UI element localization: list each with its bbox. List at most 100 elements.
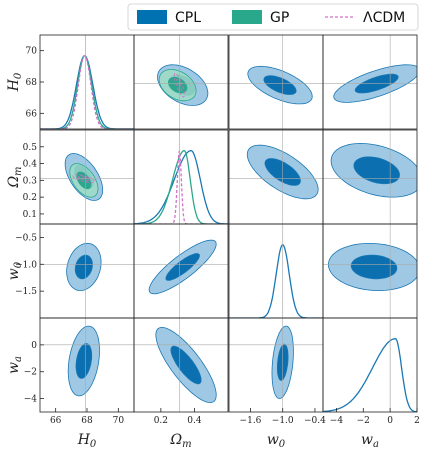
panel-content [323, 224, 417, 318]
axis-label-main: w [361, 432, 373, 448]
contour-cpl-1sigma [165, 253, 200, 281]
y-tick-label: −0.5 [15, 233, 37, 243]
marginal-curve-gp [134, 150, 228, 224]
marginal-curve-cpl [229, 244, 323, 318]
y-tick-label: 0.3 [23, 176, 38, 186]
panel-content [323, 35, 417, 129]
x-tick-label: −2 [357, 416, 370, 426]
contour-lcdm-2sigma [72, 174, 96, 184]
panel-content [134, 318, 228, 412]
panel-content [40, 35, 134, 129]
panel-wa-H0 [322, 34, 418, 130]
panel-content [134, 35, 228, 129]
panel-w0-w0 [228, 223, 324, 319]
marginal-curve-cpl [40, 54, 134, 129]
x-tick-label: 0.4 [187, 416, 202, 426]
panel-H0-Om: 0.1 0.2 0.3 0.4 0.5 [23, 129, 135, 225]
y-axis-label-Om: Ωm [6, 166, 24, 188]
contour-gp-1sigma [76, 171, 92, 190]
panel-content [323, 318, 417, 412]
panel-wa-w0 [322, 223, 418, 319]
panel-w0-wa: −1.6 −1.0 −0.4 [228, 317, 326, 426]
y-axis-label-wa: wa [6, 356, 24, 374]
contour-cpl-1sigma [350, 254, 398, 280]
axis-label-main: Ω [6, 176, 22, 189]
panel-content [323, 130, 417, 224]
legend-swatch [232, 10, 262, 24]
x-axis-label-wa: wa [361, 432, 379, 450]
x-tick-label: 68 [81, 416, 93, 426]
panel-H0-w0: −1.5 −1.0 −0.5 [15, 223, 135, 319]
contour-lcdm-1sigma [78, 176, 90, 182]
panel-frame [133, 129, 229, 225]
panel-content [229, 318, 323, 412]
y-tick-label: 0.4 [23, 160, 38, 170]
panel-frame [133, 317, 229, 413]
axis-label-sub: m [13, 166, 24, 175]
y-tick-label: −4 [24, 395, 38, 405]
panel-content [134, 130, 228, 224]
contour-lcdm-2sigma [173, 72, 185, 98]
x-tick-label: 0 [387, 416, 393, 426]
y-tick-label: 66 [26, 109, 38, 119]
x-axis-label-Om: Ωm [169, 432, 191, 450]
marginal-curve-gp [40, 54, 134, 129]
axis-label-main: Ω [169, 432, 182, 448]
panel-frame [322, 317, 418, 413]
axis-label-sub: 0 [13, 261, 24, 268]
contour-cpl-1sigma [74, 254, 93, 280]
x-tick-label: −4 [330, 416, 344, 426]
x-tick-label: −1.6 [240, 416, 262, 426]
y-tick-label: 0.1 [23, 210, 37, 220]
panel-Om-Om [133, 129, 229, 225]
panel-Om-w0 [133, 223, 229, 319]
y-tick-label: 0.2 [23, 193, 37, 203]
y-tick-label: −2 [24, 368, 37, 378]
contour-lcdm-1sigma [176, 78, 183, 92]
legend-entry-λcdm: ΛCDM [325, 10, 405, 26]
panel-wa-Om [322, 129, 418, 225]
axis-label-main: H [77, 432, 91, 448]
axis-label-main: w [6, 268, 22, 280]
y-tick-label: 0.5 [23, 143, 38, 153]
y-tick-label: 0 [31, 341, 37, 351]
axis-label-main: w [267, 432, 279, 448]
panel-frame [322, 34, 418, 130]
contour-cpl-1sigma [353, 156, 400, 185]
y-tick-label: −1.0 [15, 260, 37, 270]
panel-content [229, 35, 323, 129]
y-tick-label: −1.5 [15, 287, 37, 297]
x-axis-label-w0: w0 [267, 432, 286, 450]
panel-content [134, 224, 228, 318]
axis-label-sub: m [182, 439, 191, 450]
legend: CPL GP ΛCDM [127, 3, 419, 31]
panel-content [40, 130, 134, 224]
axis-label-main: H [6, 78, 22, 92]
legend-entry-cpl: CPL [137, 10, 201, 26]
panel-w0-Om [228, 129, 324, 225]
legend-label: CPL [175, 10, 201, 26]
panel-wa-wa: −4 −2 0 2 [322, 317, 420, 426]
legend-entry-gp: GP [232, 10, 289, 26]
contour-cpl-1sigma [170, 345, 202, 385]
panel-frame [39, 34, 135, 130]
x-tick-label: 66 [50, 416, 62, 426]
panel-content [40, 318, 134, 412]
contour-cpl-1sigma [263, 75, 297, 95]
axis-label-sub: a [373, 439, 379, 450]
y-axis-label-w0: w0 [6, 261, 24, 280]
panel-content [229, 224, 323, 318]
panel-content [229, 130, 323, 224]
x-tick-label: 70 [113, 416, 125, 426]
legend-swatch [137, 10, 167, 24]
axis-label-sub: 0 [90, 439, 97, 450]
axis-label-sub: a [13, 356, 24, 362]
x-tick-label: 2 [414, 416, 420, 426]
axis-label-main: w [6, 362, 22, 374]
panel-H0-H0: 66 68 70 [26, 34, 135, 130]
panel-frame [133, 34, 229, 130]
marginal-curve-cpl [134, 150, 228, 224]
panel-H0-wa: 66 68 70 −4 −2 0 [24, 317, 135, 426]
